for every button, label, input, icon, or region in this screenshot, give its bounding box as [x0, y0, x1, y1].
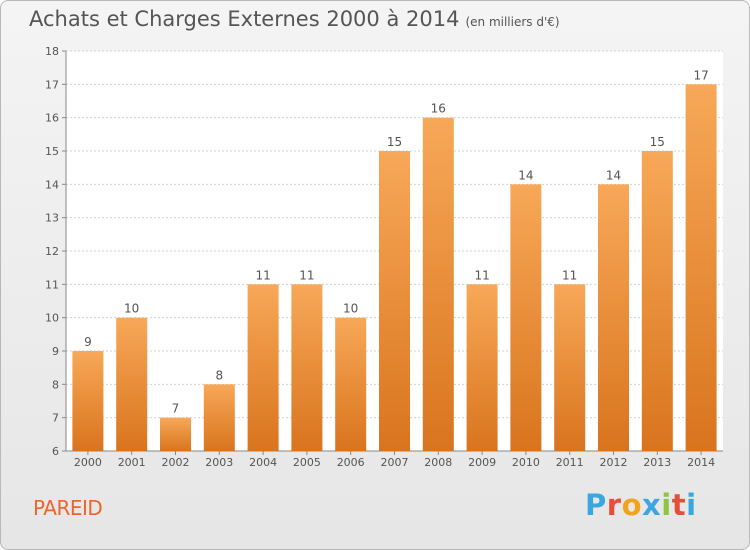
x-tick-label: 2008 [424, 456, 452, 469]
bar [116, 317, 148, 451]
x-tick-label: 2010 [512, 456, 540, 469]
x-tick-label: 2009 [468, 456, 496, 469]
logo-letter: r [606, 488, 622, 522]
proxiti-logo: Proxiti [585, 488, 697, 522]
x-tick-label: 2003 [205, 456, 233, 469]
bar [247, 284, 279, 451]
data-label: 11 [255, 268, 270, 282]
data-label: 8 [215, 368, 223, 382]
bar [72, 351, 104, 451]
bar [641, 151, 673, 451]
x-tick-label: 2012 [600, 456, 628, 469]
data-label: 11 [474, 268, 489, 282]
y-tick-label: 14 [45, 178, 59, 191]
bar [598, 184, 629, 452]
logo-letter: o [621, 488, 643, 522]
x-tick-label: 2011 [556, 456, 584, 469]
data-label: 15 [650, 135, 665, 149]
y-tick-label: 9 [52, 345, 59, 358]
bar [685, 84, 717, 451]
y-tick-label: 6 [52, 445, 59, 458]
bar [510, 184, 542, 452]
y-tick-label: 15 [45, 145, 59, 158]
title-text: Achats et Charges Externes 2000 à 2014 [29, 7, 460, 31]
y-tick-label: 8 [52, 378, 59, 391]
y-tick-label: 13 [45, 212, 59, 225]
bar [554, 284, 586, 451]
bar [422, 117, 454, 452]
y-tick-label: 18 [45, 45, 59, 58]
data-label: 7 [172, 402, 180, 416]
x-tick-label: 2001 [118, 456, 146, 469]
commune-name: PAREID [33, 496, 103, 520]
y-tick-label: 12 [45, 245, 59, 258]
logo-letter: i [661, 488, 672, 522]
x-tick-label: 2000 [74, 456, 102, 469]
data-label: 16 [431, 102, 446, 116]
logo-letter: i [686, 488, 697, 522]
y-tick-label: 16 [45, 112, 59, 125]
logo-letter: t [671, 488, 687, 522]
y-tick-label: 7 [52, 412, 59, 425]
chart-subtitle: (en milliers d'€) [465, 15, 560, 29]
bar [291, 284, 323, 451]
logo-letter: P [585, 488, 607, 522]
y-tick-label: 10 [45, 312, 59, 325]
x-tick-label: 2014 [687, 456, 715, 469]
bar [335, 317, 367, 451]
x-tick-label: 2013 [643, 456, 671, 469]
logo-letter: x [642, 488, 662, 522]
x-tick-label: 2005 [293, 456, 321, 469]
y-tick-label: 11 [45, 278, 59, 291]
data-label: 14 [606, 168, 621, 182]
bar [160, 417, 191, 451]
bar [466, 284, 498, 451]
data-label: 10 [343, 302, 358, 316]
bar [203, 384, 235, 451]
data-label: 11 [562, 268, 577, 282]
data-label: 9 [84, 335, 92, 349]
bar [379, 151, 410, 451]
x-tick-label: 2002 [162, 456, 190, 469]
x-tick-label: 2004 [249, 456, 277, 469]
x-tick-label: 2007 [381, 456, 409, 469]
data-label: 17 [693, 68, 708, 82]
y-tick-label: 17 [45, 78, 59, 91]
data-label: 11 [299, 268, 314, 282]
x-tick-label: 2006 [337, 456, 365, 469]
chart-title: Achats et Charges Externes 2000 à 2014 (e… [29, 7, 560, 31]
data-label: 10 [124, 302, 139, 316]
data-label: 14 [518, 168, 533, 182]
data-label: 15 [387, 135, 402, 149]
